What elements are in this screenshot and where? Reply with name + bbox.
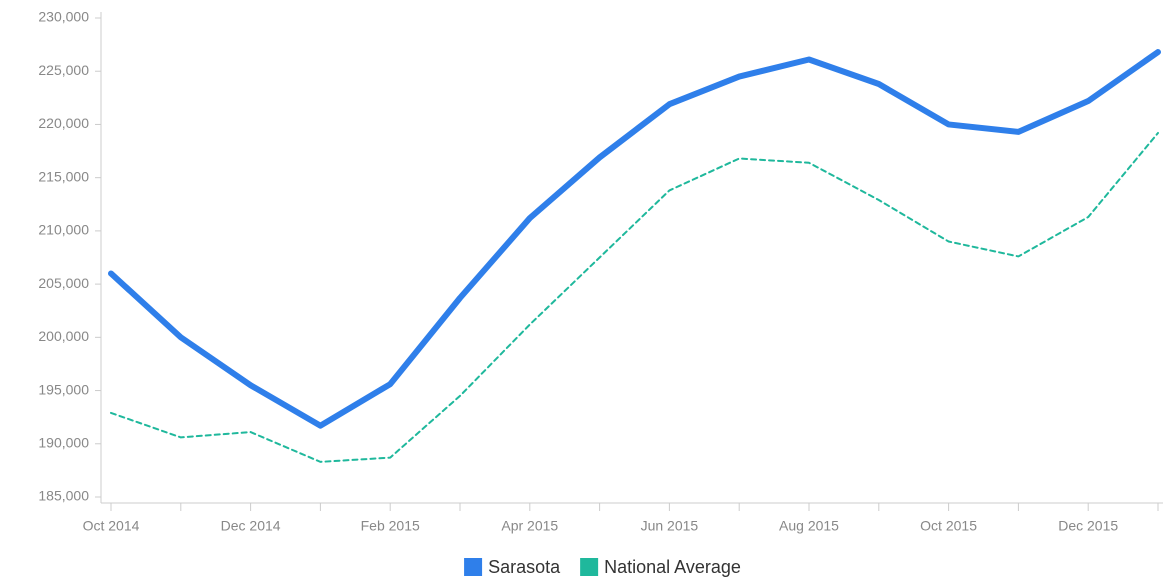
x-tick-label: Dec 2014 (221, 518, 281, 534)
series-line (110, 131, 1159, 463)
y-tick-label: 185,000 (38, 488, 89, 504)
x-tick-label: Apr 2015 (501, 518, 558, 534)
y-tick-label: 230,000 (38, 9, 89, 25)
legend-swatch (464, 558, 483, 576)
y-tick-label: 195,000 (38, 381, 89, 397)
y-tick-label: 200,000 (38, 328, 89, 344)
legend-label: National Average (604, 557, 741, 577)
x-tick-label: Oct 2014 (83, 518, 140, 534)
series-line (108, 49, 1161, 429)
x-tick-label: Aug 2015 (779, 518, 839, 534)
y-tick-label: 205,000 (38, 275, 89, 291)
y-tick-label: 220,000 (38, 115, 89, 131)
x-tick-label: Dec 2015 (1058, 518, 1118, 534)
legend-label: Sarasota (488, 557, 561, 577)
legend-swatch (580, 558, 599, 576)
x-tick-label: Feb 2015 (361, 518, 420, 534)
x-tick-label: Oct 2015 (920, 518, 977, 534)
y-tick-label: 215,000 (38, 168, 89, 184)
y-tick-label: 190,000 (38, 434, 89, 450)
x-tick-label: Jun 2015 (641, 518, 699, 534)
y-tick-label: 210,000 (38, 222, 89, 238)
y-tick-label: 225,000 (38, 62, 89, 78)
